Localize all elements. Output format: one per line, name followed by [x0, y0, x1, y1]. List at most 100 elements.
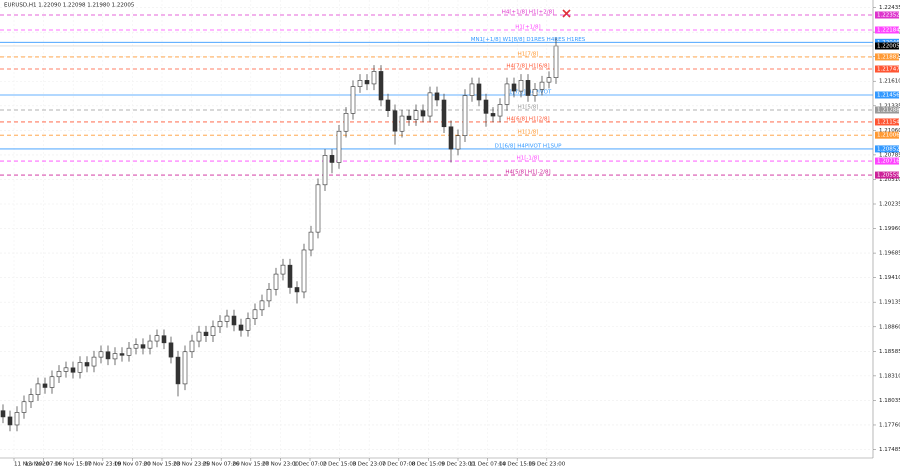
candle-body: [322, 155, 328, 186]
candle-body: [154, 335, 160, 342]
candle-body: [175, 356, 181, 385]
x-tick-label: 20 Nov 15:00: [143, 462, 181, 468]
x-tick-label: 16 Nov 15:00: [55, 462, 93, 468]
candle-body: [336, 130, 342, 163]
level-price-label: 1.21006: [877, 133, 900, 139]
candle-body: [14, 412, 20, 426]
candle-body: [224, 315, 230, 322]
candle-body: [441, 99, 447, 128]
level-price-box: [875, 11, 899, 19]
level-price-label: 1.20716: [877, 159, 900, 165]
candle-body: [329, 155, 335, 163]
x-tick-label: 26 Nov 15:00: [232, 462, 270, 468]
level-label: H4[7/8] H1[6/8]: [506, 64, 549, 70]
level-price-box: [875, 91, 899, 99]
y-tick-label: 1.21060: [879, 128, 900, 134]
candle-body: [476, 83, 482, 101]
level-label: H1[5/8]: [518, 104, 539, 110]
x-tick-label: 15 Dec 23:00: [528, 462, 565, 468]
candle-body: [70, 367, 76, 373]
current-price-box: [875, 42, 899, 50]
y-tick-label: 1.21335: [879, 103, 900, 109]
level-price-label: 1.21747: [877, 67, 900, 73]
candle-body: [350, 86, 356, 114]
candle-body: [112, 353, 118, 360]
candle-body: [546, 77, 552, 83]
candle-body: [210, 326, 216, 336]
candle-body: [448, 126, 454, 150]
level-price-label: 1.20559: [877, 173, 900, 179]
candle-body: [406, 115, 412, 120]
y-tick-label: 1.20235: [879, 202, 900, 208]
y-tick-label: 1.17760: [879, 422, 900, 428]
candle-body: [371, 71, 377, 85]
candle-body: [315, 184, 321, 233]
candle-body: [308, 231, 314, 251]
candle-body: [140, 344, 146, 349]
candle-body: [259, 300, 265, 311]
candle-body: [497, 104, 503, 117]
candle-body: [189, 340, 195, 353]
x-tick-label: 25 Nov 07:00: [203, 462, 241, 468]
candle-body: [532, 88, 538, 96]
level-price-label: 1.21456: [877, 92, 900, 98]
candle-body: [56, 371, 62, 378]
x-tick-label: 8 Dec 15:00: [412, 462, 446, 468]
candle-body: [427, 92, 433, 117]
x-tick-label: 3 Dec 23:00: [352, 462, 386, 468]
candle-body: [301, 249, 307, 293]
candle-body: [238, 324, 244, 331]
candle-body: [413, 110, 419, 120]
candle-body: [518, 80, 524, 92]
y-tick-label: 1.19410: [879, 275, 900, 281]
candle-body: [273, 273, 279, 290]
y-tick-label: 1.19960: [879, 226, 900, 232]
candle-body: [343, 113, 349, 132]
level-price-box: [875, 65, 899, 73]
candle-body: [63, 367, 69, 372]
level-price-label: 1.20852: [877, 146, 900, 152]
candle-body: [7, 416, 13, 426]
candle-body: [91, 356, 97, 367]
close-marker: [562, 9, 571, 18]
candle-body: [539, 81, 545, 90]
candle-body: [266, 288, 272, 302]
level-label: H4[+1/8] H1[+2/8]: [502, 9, 555, 15]
level-label: H1[1/8]: [518, 130, 539, 136]
candle-body: [392, 110, 398, 132]
y-tick-label: 1.18860: [879, 324, 900, 330]
x-tick-label: 19 Nov 07:00: [114, 462, 152, 468]
level-price-label: 1.21288: [877, 107, 900, 113]
level-price-label: 1.22352: [877, 12, 900, 18]
candle-body: [378, 71, 384, 101]
candle-body: [21, 401, 27, 413]
close-marker-stroke: [562, 9, 571, 18]
x-tick-label: 17 Nov 23:00: [84, 462, 122, 468]
level-label: MN1[+1/8] W1[8/8] D1RES H4RES H1RES: [471, 37, 586, 43]
level-price-box: [875, 118, 899, 126]
y-tick-label: 1.18310: [879, 373, 900, 379]
x-tick-label: 1 Dec 07:00: [293, 462, 327, 468]
y-tick-label: 1.18585: [879, 349, 900, 355]
candle-body: [98, 351, 104, 358]
chart-title: EURUSD,H1 1.22090 1.22098 1.21980 1.2200…: [4, 3, 135, 9]
level-label: H1[+1/8]: [515, 24, 540, 30]
candle-body: [245, 318, 251, 331]
candle-body: [182, 351, 188, 385]
candle-body: [119, 353, 125, 356]
y-tick-label: 1.21610: [879, 79, 900, 85]
x-tick-label: 7 Dec 07:00: [382, 462, 416, 468]
candle-body: [168, 342, 174, 358]
candle-body: [28, 394, 34, 403]
y-tick-label: 1.22435: [879, 5, 900, 11]
level-price-box: [875, 157, 899, 165]
y-tick-label: 1.17485: [879, 447, 900, 453]
y-tick-label: 1.19685: [879, 251, 900, 257]
level-label: H4[5/8] H1[-2/8]: [505, 170, 550, 176]
candle-body: [77, 362, 83, 373]
level-label: H4[6/8] H1[2/8]: [506, 116, 549, 122]
candle-body: [357, 80, 363, 87]
candle-body: [84, 362, 90, 367]
x-tick-label: 2 Dec 15:00: [323, 462, 357, 468]
